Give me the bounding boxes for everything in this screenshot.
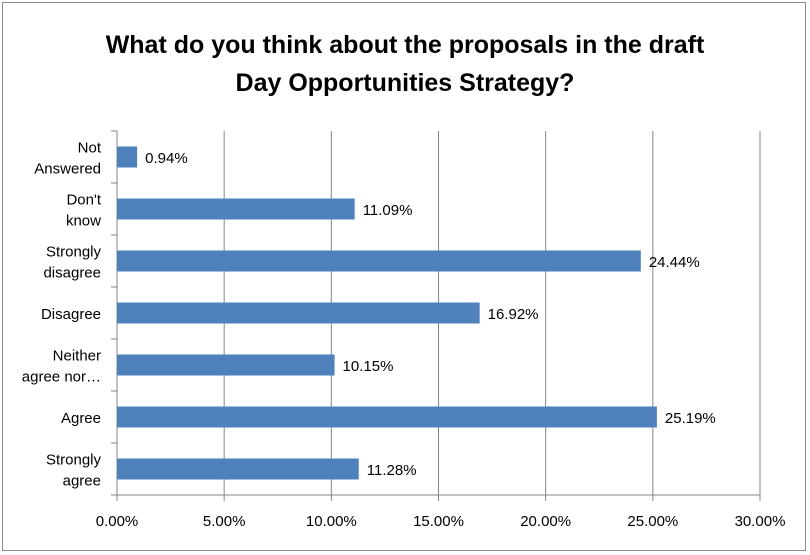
category-label: Don't know	[66, 192, 102, 230]
chart-title-line-2: Day Opportunities Strategy?	[235, 69, 575, 97]
bar	[117, 250, 641, 272]
x-tick-label: 30.00%	[735, 513, 786, 530]
category-label: Disagree	[41, 306, 101, 323]
data-label: 10.15%	[343, 358, 394, 375]
chart-title: What do you think about the proposals in…	[0, 26, 810, 102]
category-label: Strongly disagree	[43, 244, 101, 282]
category-label: Neither agree nor…	[22, 348, 101, 386]
data-label: 11.28%	[367, 462, 417, 479]
data-label: 0.94%	[145, 150, 188, 167]
data-label: 11.09%	[363, 202, 413, 219]
chart-title-line-1: What do you think about the proposals in…	[105, 31, 705, 59]
bar	[117, 354, 335, 376]
bar	[117, 302, 480, 324]
bar	[117, 146, 138, 168]
category-label: Strongly agree	[46, 452, 102, 490]
data-label: 24.44%	[649, 254, 700, 271]
bar	[117, 198, 355, 220]
x-tick-label: 25.00%	[627, 513, 678, 530]
data-label: 25.19%	[665, 410, 716, 427]
x-tick-label: 0.00%	[96, 513, 139, 530]
category-label: Agree	[61, 410, 101, 427]
bar	[117, 458, 359, 480]
x-tick-label: 10.00%	[306, 513, 357, 530]
x-tick-label: 5.00%	[203, 513, 246, 530]
data-label: 16.92%	[488, 306, 539, 323]
bar	[117, 406, 657, 428]
category-label: Not Answered	[34, 140, 102, 178]
x-tick-label: 20.00%	[520, 513, 571, 530]
x-tick-label: 15.00%	[413, 513, 464, 530]
